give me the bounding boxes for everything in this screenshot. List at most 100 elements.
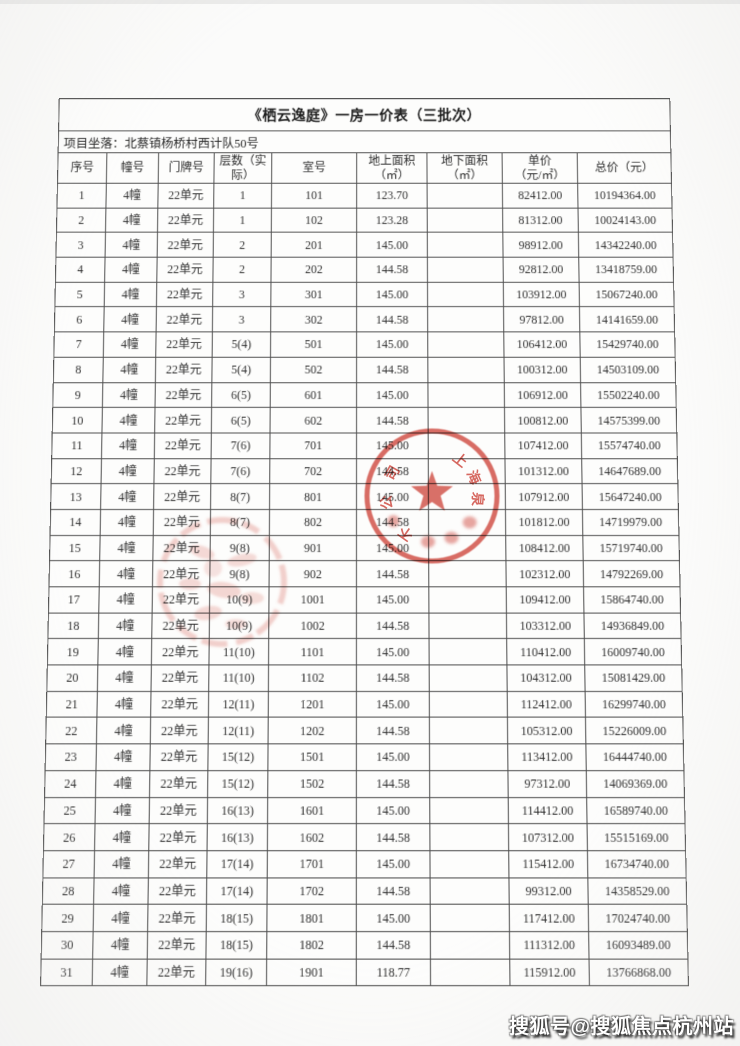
table-cell: 14069369.00 xyxy=(586,770,685,798)
table-cell: 97312.00 xyxy=(507,770,587,798)
table-cell: 1701 xyxy=(267,850,357,878)
table-row: 4 4幢 22单元 2 202 144.58 92812.00 13418759.00 xyxy=(55,257,674,283)
table-cell: 202 xyxy=(270,257,357,283)
table-cell: 22单元 xyxy=(151,664,209,692)
table-cell xyxy=(428,586,507,613)
table-cell: 30 xyxy=(41,931,94,959)
table-cell: 4幢 xyxy=(92,931,148,959)
table-cell: 25 xyxy=(43,797,96,824)
table-row: 27 4幢 22单元 17(14) 1701 145.00 115412.00 1673474… xyxy=(42,850,687,878)
table-cell: 20 xyxy=(46,664,98,692)
table-cell: 106912.00 xyxy=(504,382,581,408)
table-cell: 1802 xyxy=(266,931,357,959)
table-cell: 1 xyxy=(213,183,272,208)
price-table: 《栖云逸庭》一房一价表（三批次） 项目坐落：北蔡镇杨桥村西计队50号 序号 幢号门… xyxy=(40,98,689,987)
table-cell: 902 xyxy=(269,560,357,587)
table-cell: 100812.00 xyxy=(504,407,582,433)
table-row: 12 4幢 22单元 7(6) 702 144.58 101312.00 14647689.0… xyxy=(51,458,678,484)
table-cell: 145.00 xyxy=(356,904,431,932)
table-cell: 4幢 xyxy=(98,612,153,639)
table-cell: 8(7) xyxy=(210,483,270,510)
table-cell: 17(14) xyxy=(206,877,268,905)
table-cell: 103312.00 xyxy=(506,612,585,639)
table-cell xyxy=(427,282,504,307)
column-header: 室号 xyxy=(271,152,357,184)
table-cell: 4幢 xyxy=(96,691,152,718)
table-cell: 18 xyxy=(47,612,99,639)
table-cell: 144.58 xyxy=(356,823,430,851)
table-cell: 115412.00 xyxy=(508,850,588,878)
table-cell: 9 xyxy=(52,382,103,408)
table-cell xyxy=(427,306,504,333)
table-cell: 28 xyxy=(42,877,95,905)
table-cell: 6(5) xyxy=(211,382,271,408)
table-cell: 144.58 xyxy=(356,458,429,484)
table-cell: 145.00 xyxy=(356,332,428,358)
table-cell: 22单元 xyxy=(157,207,214,233)
table-cell: 14792269.00 xyxy=(583,560,681,587)
table-cell: 16299740.00 xyxy=(585,691,683,718)
table-cell: 14141659.00 xyxy=(579,306,675,333)
table-cell: 22单元 xyxy=(155,332,213,358)
table-cell: 144.58 xyxy=(356,509,429,536)
table-cell: 101 xyxy=(271,183,357,208)
table-cell xyxy=(429,797,509,824)
table-cell: 4幢 xyxy=(95,743,151,771)
table-cell xyxy=(427,332,505,358)
table-cell: 4幢 xyxy=(94,850,149,878)
table-cell: 10(9) xyxy=(209,612,269,639)
table-cell: 9(8) xyxy=(210,535,270,561)
table-cell xyxy=(429,850,509,878)
table-cell: 4幢 xyxy=(105,183,159,208)
table-cell: 14936849.00 xyxy=(583,612,682,639)
table-cell xyxy=(427,207,503,233)
table-cell: 10(9) xyxy=(209,586,270,613)
table-row: 1 4幢 22单元 1 101 123.70 82412.00 10194364.00 xyxy=(56,183,673,208)
table-cell xyxy=(429,691,508,718)
table-cell: 145.00 xyxy=(356,382,429,408)
table-cell: 81312.00 xyxy=(502,207,579,233)
table-cell: 108412.00 xyxy=(505,535,584,561)
table-cell: 27 xyxy=(42,850,95,878)
table-title: 《栖云逸庭》一房一价表（三批次） xyxy=(58,98,671,131)
table-cell: 16 xyxy=(48,560,100,587)
table-cell: 22单元 xyxy=(153,458,212,484)
table-cell: 145.00 xyxy=(356,232,428,258)
table-row: 21 4幢 22单元 12(11) 1201 145.00 112412.00 1629974… xyxy=(46,691,683,718)
table-cell: 144.58 xyxy=(356,717,430,744)
table-cell: 15067240.00 xyxy=(579,282,675,307)
table-cell: 22单元 xyxy=(147,904,207,932)
table-cell: 22单元 xyxy=(152,535,211,561)
table-cell: 145.00 xyxy=(356,797,430,824)
table-cell: 22单元 xyxy=(156,257,214,283)
column-header: 幢号 xyxy=(106,152,159,184)
table-cell: 22单元 xyxy=(156,306,213,333)
column-header: 序号 xyxy=(57,152,107,184)
table-cell: 4幢 xyxy=(104,257,158,283)
table-cell: 15574740.00 xyxy=(581,432,678,459)
table-cell: 123.28 xyxy=(356,207,428,233)
table-row: 9 4幢 22单元 6(5) 601 145.00 106912.00 15502240.00 xyxy=(52,382,677,408)
table-cell: 12(11) xyxy=(208,717,269,744)
table-cell xyxy=(428,458,506,484)
table-cell: 15429740.00 xyxy=(579,332,676,358)
table-cell: 22单元 xyxy=(150,717,209,744)
table-cell: 26 xyxy=(43,823,96,851)
table-cell: 16(13) xyxy=(207,797,268,824)
location-row: 项目坐落：北蔡镇杨桥村西计队50号 xyxy=(58,130,671,153)
table-cell: 19(16) xyxy=(205,958,267,987)
table-cell: 4幢 xyxy=(101,407,156,433)
table-cell: 82412.00 xyxy=(502,183,579,208)
project-location: 项目坐落：北蔡镇杨桥村西计队50号 xyxy=(58,130,671,153)
table-cell: 16444740.00 xyxy=(585,743,684,771)
table-cell: 701 xyxy=(269,432,357,459)
table-cell: 801 xyxy=(269,483,357,510)
table-cell: 4幢 xyxy=(102,382,156,408)
table-row: 25 4幢 22单元 16(13) 1601 145.00 114412.00 1658974… xyxy=(43,797,686,824)
table-cell: 4幢 xyxy=(103,306,157,333)
table-cell: 144.58 xyxy=(356,612,430,639)
table-cell: 4幢 xyxy=(97,664,152,692)
table-cell: 145.00 xyxy=(356,483,429,510)
table-cell: 17 xyxy=(48,586,100,613)
